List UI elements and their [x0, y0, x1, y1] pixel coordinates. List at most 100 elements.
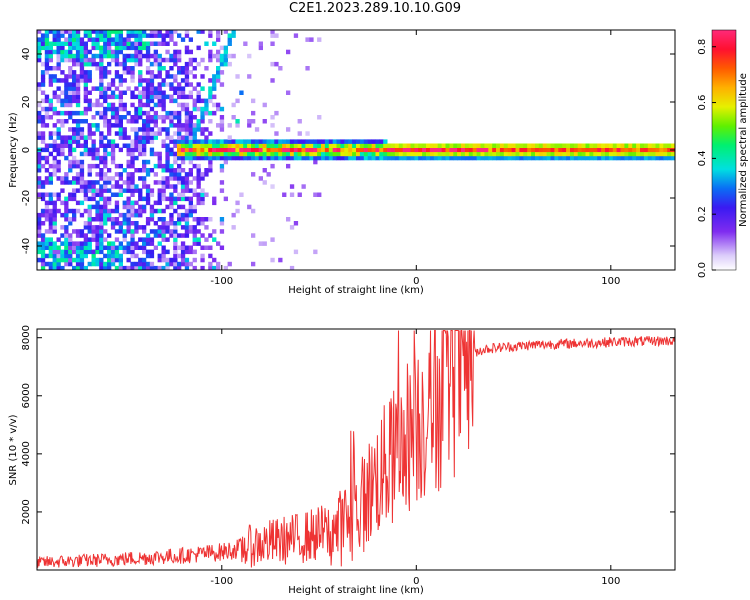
heatmap-cell	[68, 49, 73, 55]
heatmap-cell	[632, 155, 637, 161]
heatmap-cell	[348, 147, 353, 153]
heatmap-cell	[169, 261, 174, 267]
heatmap-cell	[297, 147, 302, 153]
heatmap-cell	[200, 74, 205, 79]
heatmap-cell	[114, 94, 120, 100]
heatmap-cell	[138, 135, 143, 140]
heatmap-cell	[165, 159, 170, 165]
heatmap-cell	[56, 253, 61, 259]
heatmap-cell	[118, 94, 123, 100]
heatmap-cell	[68, 192, 73, 197]
heatmap-cell	[503, 151, 509, 157]
heatmap-cell	[138, 110, 143, 116]
heatmap-cell	[192, 229, 197, 234]
heatmap-cell	[488, 147, 493, 153]
heatmap-cell	[192, 143, 197, 148]
heatmap-cell	[212, 155, 217, 161]
heatmap-cell	[184, 261, 190, 267]
heatmap-cell	[153, 74, 158, 79]
heatmap-cell	[173, 155, 178, 161]
heatmap-cell	[219, 61, 225, 67]
heatmap-cell	[142, 249, 147, 255]
heatmap-cell	[91, 30, 96, 34]
heatmap-cell	[192, 86, 197, 91]
heatmap-cell	[142, 127, 147, 132]
heatmap-cell	[72, 155, 77, 161]
heatmap-cell	[188, 159, 193, 165]
heatmap-cell	[219, 180, 225, 185]
heatmap-cell	[126, 212, 131, 218]
heatmap-cell	[200, 110, 205, 116]
heatmap-cell	[550, 147, 555, 153]
heatmap-cell	[196, 119, 201, 124]
heatmap-cell	[643, 155, 649, 161]
heatmap-cell	[110, 221, 116, 226]
heatmap-cell	[72, 180, 77, 185]
heatmap-cell	[464, 143, 470, 148]
heatmap-cell	[130, 45, 135, 51]
heatmap-cell	[103, 147, 108, 153]
heatmap-cell	[589, 143, 594, 148]
heatmap-cell	[165, 229, 170, 234]
heatmap-cell	[204, 217, 209, 222]
heatmap-cell	[180, 159, 186, 165]
heatmap-cell	[103, 221, 108, 226]
heatmap-cell	[64, 172, 69, 177]
heatmap-cell	[138, 57, 143, 63]
heatmap-cell	[72, 176, 77, 181]
heatmap-cell	[118, 78, 123, 83]
heatmap-cell	[223, 139, 228, 144]
heatmap-cell	[554, 155, 559, 161]
heatmap-cell	[64, 119, 69, 124]
heatmap-cell	[219, 82, 225, 87]
heatmap-cell	[68, 33, 73, 38]
heatmap-cell	[60, 102, 65, 108]
heatmap-cell	[118, 127, 123, 132]
heatmap-cell	[363, 139, 369, 144]
heatmap-cell	[235, 208, 240, 214]
heatmap-cell	[110, 184, 116, 189]
heatmap-cell	[177, 110, 182, 116]
heatmap-cell	[91, 192, 96, 197]
colorbar-gradient	[711, 29, 737, 271]
heatmap-cell	[110, 37, 116, 42]
heatmap-cell	[227, 61, 232, 67]
heatmap-cell	[515, 155, 520, 161]
heatmap-cell	[95, 53, 100, 59]
heatmap-cell	[188, 204, 193, 210]
heatmap-cell	[48, 53, 53, 59]
heatmap-cell	[130, 163, 135, 169]
heatmap-cell	[251, 151, 256, 157]
heatmap-cell	[145, 159, 151, 165]
heatmap-cell	[142, 257, 147, 263]
heatmap-cell	[180, 217, 186, 222]
heatmap-cell	[114, 57, 120, 63]
heatmap-cell	[270, 147, 275, 153]
heatmap-cell	[542, 147, 547, 153]
heatmap-cell	[192, 66, 197, 71]
heatmap-cell	[328, 147, 334, 153]
heatmap-cell	[293, 33, 299, 38]
heatmap-cell	[122, 245, 127, 250]
heatmap-cell	[437, 143, 442, 148]
heatmap-cell	[161, 78, 166, 83]
heatmap-cell	[429, 143, 435, 148]
heatmap-cell	[391, 151, 396, 157]
heatmap-cell	[321, 151, 326, 157]
heatmap-cell	[103, 41, 108, 46]
heatmap-cell	[103, 115, 108, 120]
heatmap-cell	[449, 151, 454, 157]
heatmap-cell	[161, 192, 166, 197]
heatmap-cell	[110, 159, 116, 165]
heatmap-cell	[180, 70, 186, 75]
heatmap-cell	[643, 151, 649, 157]
heatmap-cell	[145, 217, 151, 222]
heatmap-cell	[161, 253, 166, 259]
heatmap-cell	[173, 41, 178, 46]
heatmap-cell	[422, 155, 427, 161]
heatmap-cell	[99, 188, 104, 193]
heatmap-cell	[398, 147, 404, 153]
heatmap-cell	[406, 143, 411, 148]
heatmap-cell	[145, 184, 151, 189]
heatmap-cell	[87, 33, 92, 38]
